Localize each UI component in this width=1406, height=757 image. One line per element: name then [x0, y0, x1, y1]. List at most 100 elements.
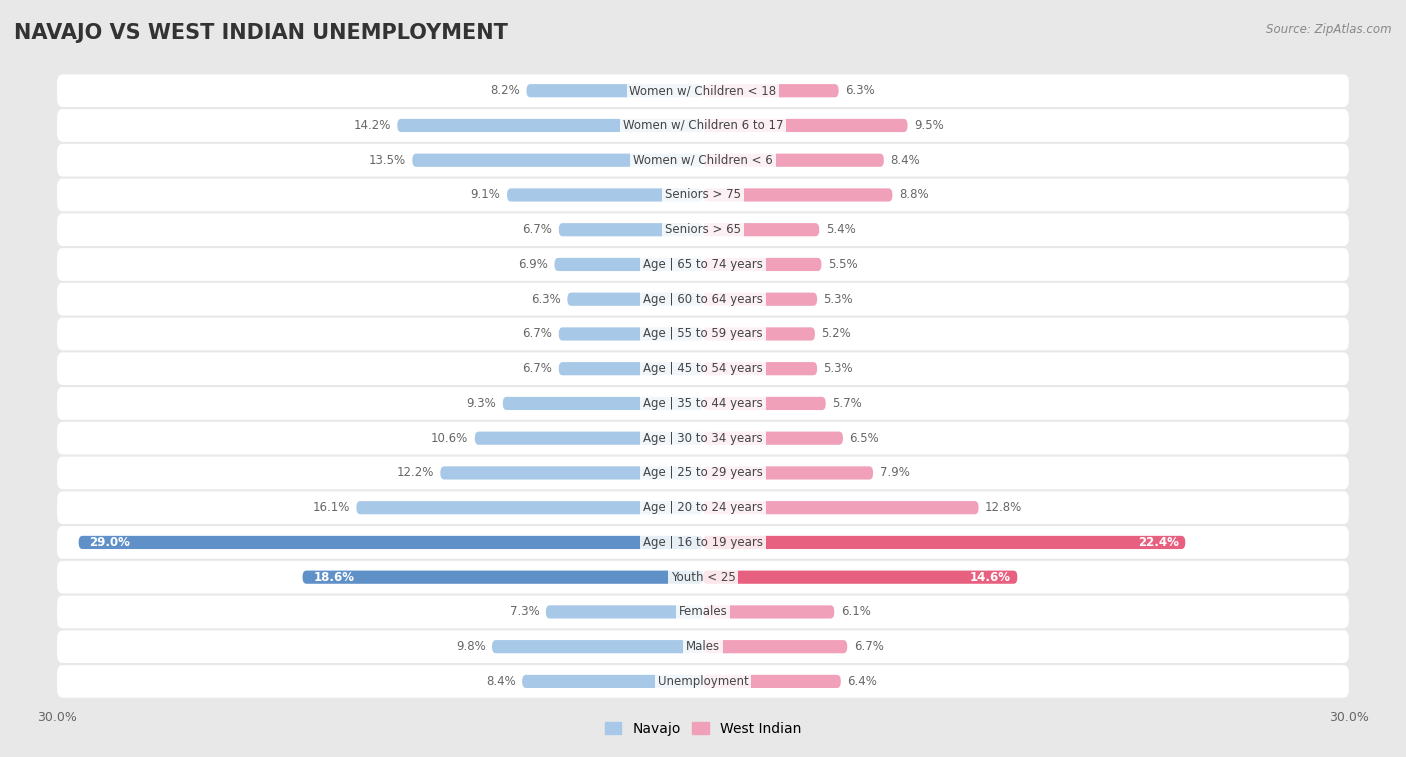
FancyBboxPatch shape [703, 154, 884, 167]
Text: 6.7%: 6.7% [523, 328, 553, 341]
Text: 6.3%: 6.3% [531, 293, 561, 306]
FancyBboxPatch shape [558, 362, 703, 375]
Text: 5.5%: 5.5% [828, 258, 858, 271]
Text: Age | 35 to 44 years: Age | 35 to 44 years [643, 397, 763, 410]
Text: 6.4%: 6.4% [848, 675, 877, 688]
FancyBboxPatch shape [440, 466, 703, 479]
Text: Age | 20 to 24 years: Age | 20 to 24 years [643, 501, 763, 514]
Text: 6.7%: 6.7% [523, 223, 553, 236]
Text: 22.4%: 22.4% [1137, 536, 1178, 549]
Text: 10.6%: 10.6% [432, 431, 468, 444]
FancyBboxPatch shape [475, 431, 703, 445]
Text: Age | 45 to 54 years: Age | 45 to 54 years [643, 362, 763, 375]
FancyBboxPatch shape [554, 258, 703, 271]
Text: 8.2%: 8.2% [491, 84, 520, 97]
Text: Youth < 25: Youth < 25 [671, 571, 735, 584]
FancyBboxPatch shape [412, 154, 703, 167]
FancyBboxPatch shape [58, 283, 1348, 316]
Text: 6.1%: 6.1% [841, 606, 870, 618]
FancyBboxPatch shape [58, 631, 1348, 663]
Text: Women w/ Children < 18: Women w/ Children < 18 [630, 84, 776, 97]
FancyBboxPatch shape [79, 536, 703, 549]
Text: 8.4%: 8.4% [486, 675, 516, 688]
FancyBboxPatch shape [58, 109, 1348, 142]
FancyBboxPatch shape [522, 674, 703, 688]
FancyBboxPatch shape [492, 640, 703, 653]
Text: 8.8%: 8.8% [898, 188, 928, 201]
Text: Seniors > 65: Seniors > 65 [665, 223, 741, 236]
Text: 5.7%: 5.7% [832, 397, 862, 410]
FancyBboxPatch shape [703, 501, 979, 514]
FancyBboxPatch shape [703, 119, 907, 132]
Text: 14.2%: 14.2% [353, 119, 391, 132]
FancyBboxPatch shape [703, 431, 844, 445]
FancyBboxPatch shape [703, 536, 1185, 549]
Text: Age | 25 to 29 years: Age | 25 to 29 years [643, 466, 763, 479]
Text: NAVAJO VS WEST INDIAN UNEMPLOYMENT: NAVAJO VS WEST INDIAN UNEMPLOYMENT [14, 23, 508, 42]
FancyBboxPatch shape [398, 119, 703, 132]
Text: 13.5%: 13.5% [368, 154, 406, 167]
FancyBboxPatch shape [58, 596, 1348, 628]
Text: Seniors > 75: Seniors > 75 [665, 188, 741, 201]
Text: 29.0%: 29.0% [90, 536, 131, 549]
FancyBboxPatch shape [58, 387, 1348, 420]
FancyBboxPatch shape [58, 179, 1348, 211]
FancyBboxPatch shape [58, 352, 1348, 385]
FancyBboxPatch shape [703, 571, 1018, 584]
Text: 5.3%: 5.3% [824, 362, 853, 375]
FancyBboxPatch shape [703, 397, 825, 410]
Text: Males: Males [686, 640, 720, 653]
Text: 9.1%: 9.1% [471, 188, 501, 201]
FancyBboxPatch shape [558, 223, 703, 236]
Text: 6.5%: 6.5% [849, 431, 879, 444]
Text: 12.2%: 12.2% [396, 466, 434, 479]
FancyBboxPatch shape [58, 491, 1348, 524]
Text: 18.6%: 18.6% [314, 571, 354, 584]
Text: Source: ZipAtlas.com: Source: ZipAtlas.com [1267, 23, 1392, 36]
FancyBboxPatch shape [58, 318, 1348, 350]
FancyBboxPatch shape [703, 466, 873, 479]
Text: Females: Females [679, 606, 727, 618]
Text: Unemployment: Unemployment [658, 675, 748, 688]
FancyBboxPatch shape [526, 84, 703, 98]
FancyBboxPatch shape [568, 293, 703, 306]
FancyBboxPatch shape [58, 248, 1348, 281]
FancyBboxPatch shape [58, 561, 1348, 593]
FancyBboxPatch shape [703, 293, 817, 306]
Text: 6.7%: 6.7% [523, 362, 553, 375]
FancyBboxPatch shape [508, 188, 703, 201]
FancyBboxPatch shape [703, 258, 821, 271]
FancyBboxPatch shape [302, 571, 703, 584]
FancyBboxPatch shape [58, 422, 1348, 454]
Text: 8.4%: 8.4% [890, 154, 920, 167]
FancyBboxPatch shape [58, 665, 1348, 698]
FancyBboxPatch shape [58, 526, 1348, 559]
Text: Age | 55 to 59 years: Age | 55 to 59 years [643, 328, 763, 341]
FancyBboxPatch shape [703, 223, 820, 236]
Text: Age | 60 to 64 years: Age | 60 to 64 years [643, 293, 763, 306]
Text: 6.9%: 6.9% [519, 258, 548, 271]
Text: 6.3%: 6.3% [845, 84, 875, 97]
FancyBboxPatch shape [546, 606, 703, 618]
FancyBboxPatch shape [58, 456, 1348, 489]
FancyBboxPatch shape [558, 327, 703, 341]
Legend: Navajo, West Indian: Navajo, West Indian [599, 716, 807, 742]
Text: Age | 16 to 19 years: Age | 16 to 19 years [643, 536, 763, 549]
Text: Age | 65 to 74 years: Age | 65 to 74 years [643, 258, 763, 271]
FancyBboxPatch shape [703, 674, 841, 688]
FancyBboxPatch shape [703, 362, 817, 375]
Text: Age | 30 to 34 years: Age | 30 to 34 years [643, 431, 763, 444]
Text: 16.1%: 16.1% [312, 501, 350, 514]
Text: 6.7%: 6.7% [853, 640, 883, 653]
Text: 7.3%: 7.3% [509, 606, 540, 618]
FancyBboxPatch shape [356, 501, 703, 514]
FancyBboxPatch shape [58, 213, 1348, 246]
Text: 9.8%: 9.8% [456, 640, 485, 653]
Text: 5.2%: 5.2% [821, 328, 851, 341]
FancyBboxPatch shape [703, 640, 848, 653]
FancyBboxPatch shape [58, 74, 1348, 107]
Text: 5.3%: 5.3% [824, 293, 853, 306]
Text: 5.4%: 5.4% [825, 223, 855, 236]
FancyBboxPatch shape [703, 327, 815, 341]
Text: Women w/ Children 6 to 17: Women w/ Children 6 to 17 [623, 119, 783, 132]
